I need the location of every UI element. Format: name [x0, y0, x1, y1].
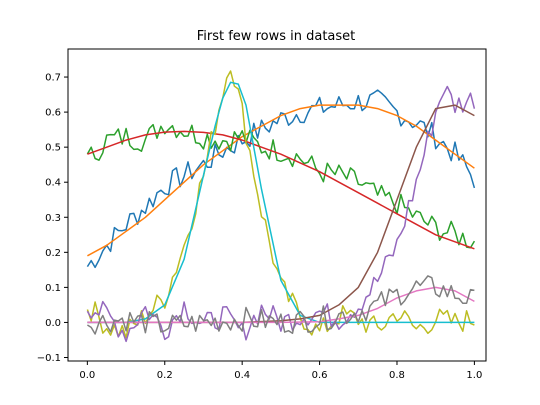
- x-tick-label: 0.8: [389, 370, 405, 381]
- series-line-3: [86, 123, 476, 249]
- x-tick-label: 0.0: [79, 370, 95, 381]
- y-tick-label: 0.3: [45, 213, 61, 224]
- y-tick-label: 0.5: [45, 143, 61, 154]
- x-axis: 0.0 0.2 0.4 0.6 0.8 1.0: [79, 361, 482, 381]
- y-tick-label: −0.1: [37, 353, 61, 364]
- y-tick-label: 0.1: [45, 283, 61, 294]
- series-line-2: [87, 104, 475, 257]
- y-tick-label: 0.4: [45, 178, 61, 189]
- series-line-6: [87, 81, 475, 324]
- series-line-9: [87, 286, 475, 324]
- y-tick-label: 0.0: [45, 318, 61, 329]
- series-line-7: [86, 85, 476, 343]
- series-line-5: [86, 70, 475, 339]
- x-tick-label: 0.6: [312, 370, 328, 381]
- x-tick-label: 0.4: [234, 370, 250, 381]
- series-line-10: [86, 275, 475, 335]
- y-tick-label: 0.7: [45, 73, 61, 84]
- x-tick-label: 1.0: [466, 370, 482, 381]
- series-layer: [86, 70, 476, 343]
- y-tick-label: 0.6: [45, 108, 61, 119]
- series-line-4: [87, 130, 475, 250]
- chart-title: First few rows in dataset: [197, 29, 356, 44]
- y-axis: −0.1 0.0 0.1 0.2 0.3 0.4 0.5 0.6 0.7: [37, 73, 68, 364]
- x-tick-label: 0.2: [157, 370, 173, 381]
- axes-frame: [67, 48, 487, 362]
- y-tick-label: 0.2: [45, 248, 61, 259]
- series-line-1: [86, 89, 476, 269]
